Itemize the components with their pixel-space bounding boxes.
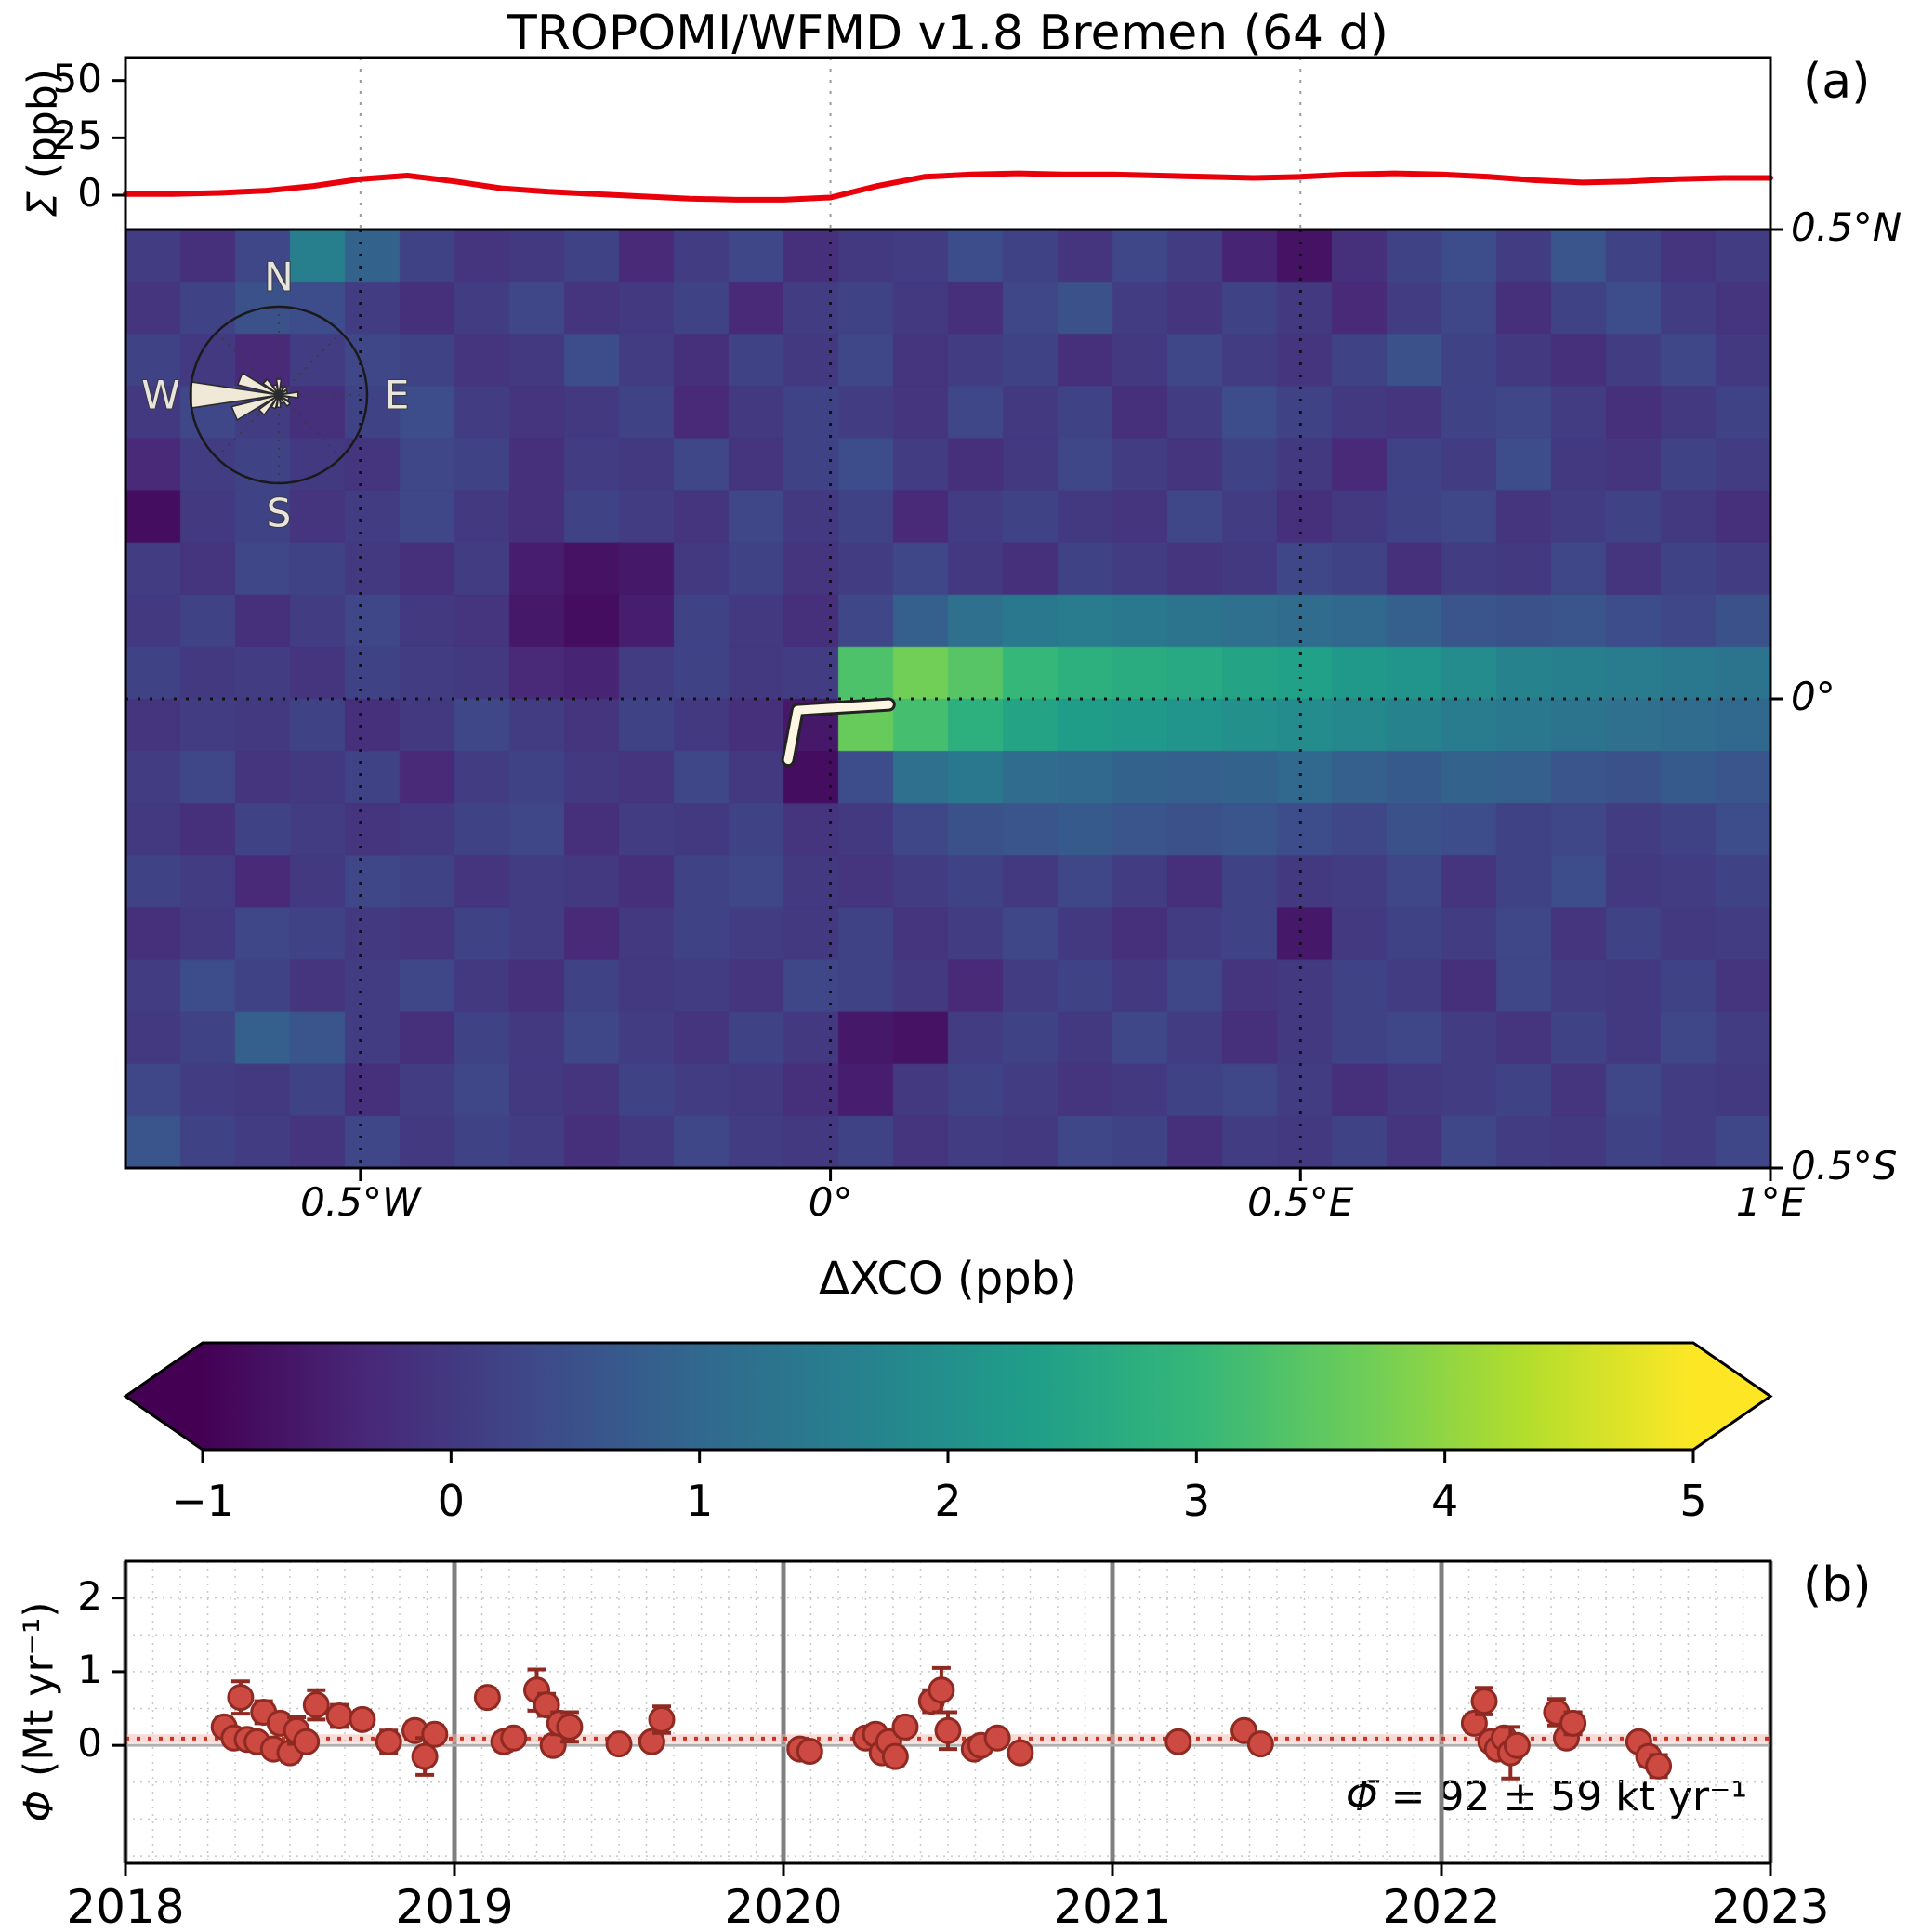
wind-rose-direction-label: N: [264, 255, 293, 300]
flux-data-point: [250, 1699, 278, 1726]
flux-data-point: [293, 1728, 321, 1755]
map-lon-tick-label: 1°E: [1735, 1179, 1806, 1225]
map-lon-tick-label: 0.5°W: [300, 1179, 421, 1225]
colorbar: [123, 1341, 1773, 1463]
wind-rose: N E S W: [140, 254, 410, 537]
flux-data-point: [325, 1702, 353, 1729]
wind-rose-direction-label: E: [385, 373, 410, 418]
panel-b-ytick-label: 2: [77, 1572, 102, 1619]
wind-rose-direction-label: W: [141, 373, 180, 418]
colorbar-tick-label: 4: [1431, 1476, 1459, 1526]
map-lat-tick-label: 0.5°N: [1791, 204, 1902, 250]
panel-b-y-axis-label: Φ (Mt yr⁻¹): [16, 1601, 63, 1821]
sigma-line: [123, 170, 1773, 203]
map-lat-tick-label: 0°: [1791, 674, 1835, 719]
flux-data-point: [1470, 1686, 1498, 1716]
wind-rose-direction-label: S: [267, 491, 292, 536]
flux-data-point: [556, 1710, 584, 1744]
panel-b-xtick-label: 2023: [1711, 1880, 1830, 1932]
colorbar-tick-label: 5: [1679, 1476, 1707, 1526]
figure-title: TROPOMI/WFMD v1.8 Bremen (64 d): [507, 6, 1388, 61]
colorbar-gradient: [123, 1341, 1773, 1452]
wind-rose-petal: [262, 378, 280, 396]
flux-data-point: [983, 1724, 1011, 1752]
annotation-text: = 92 ± 59 kt yr⁻¹: [1377, 1773, 1747, 1820]
flux-data-point: [500, 1724, 528, 1752]
colorbar-tick-label: −1: [171, 1476, 234, 1526]
flux-data-point: [638, 1728, 665, 1755]
wind-rose-petal: [230, 394, 280, 421]
wind-rose-petal: [278, 391, 299, 399]
colorbar-tick-label: 2: [934, 1476, 962, 1526]
flux-data-point: [934, 1710, 962, 1752]
flux-data-point: [375, 1728, 402, 1755]
mean-flux-annotation: Φ̄ = 92 ± 59 kt yr⁻¹: [1346, 1773, 1747, 1820]
map-lon-tick-label: 0°: [808, 1179, 853, 1225]
flux-data-point: [605, 1730, 633, 1758]
panel-a-ytick-label: 50: [52, 55, 102, 101]
wind-rose-petal: [275, 378, 283, 396]
flux-data-point: [421, 1720, 449, 1748]
flux-data-point: [891, 1713, 919, 1741]
map-box: [124, 228, 1772, 1170]
flux-data-point: [1503, 1731, 1531, 1759]
xco-heatmap-overlay: N E S W: [124, 228, 1783, 1181]
phi-bar-symbol: Φ̄: [1346, 1773, 1378, 1820]
panel-a-box: [124, 56, 1772, 231]
flux-data-point: [411, 1736, 439, 1777]
flux-data-point: [1460, 1709, 1488, 1737]
flux-data-point: [1645, 1752, 1673, 1780]
map-lon-tick-label: 0.5°E: [1247, 1179, 1354, 1225]
flux-data-point: [473, 1684, 501, 1712]
wind-rose-petal: [272, 383, 280, 396]
flux-data-point: [1246, 1730, 1274, 1758]
panel-b-xtick-label: 2022: [1382, 1880, 1501, 1932]
panel-b-xtick-label: 2019: [395, 1880, 514, 1932]
phi-symbol: Φ: [15, 1789, 63, 1822]
panel-a-label: (a): [1803, 54, 1871, 110]
flux-data-point: [349, 1705, 376, 1733]
flux-data-point: [1559, 1709, 1587, 1737]
colorbar-tick-label: 1: [686, 1476, 714, 1526]
panel-b-xtick-label: 2018: [66, 1880, 185, 1932]
source-marker: [783, 700, 893, 765]
colorbar-tick-label: 3: [1182, 1476, 1210, 1526]
wind-rose-petal: [257, 394, 280, 416]
flux-data-point: [796, 1738, 823, 1765]
flux-data-point: [227, 1679, 255, 1716]
sigma-line-chart: [112, 56, 1773, 231]
colorbar-tick-label: 0: [437, 1476, 465, 1526]
flux-scatter-chart: [112, 1559, 1773, 1876]
colorbar-label: ΔXCO (ppb): [819, 1253, 1077, 1305]
panel-b-box: [124, 1559, 1772, 1865]
panel-b-label: (b): [1803, 1557, 1872, 1613]
panel-a-ytick-label: 0: [77, 170, 102, 216]
panel-b-ytick-label: 0: [77, 1720, 102, 1767]
panel-b-xtick-label: 2020: [724, 1880, 843, 1932]
flux-data-point: [302, 1688, 330, 1722]
wind-rose-circle: [189, 305, 369, 485]
panel-b-xtick-label: 2021: [1053, 1880, 1172, 1932]
flux-data-point: [1164, 1728, 1192, 1755]
panel-b-ytick-label: 1: [77, 1646, 102, 1692]
panel-a-ytick-label: 25: [52, 112, 102, 159]
flux-data-point: [1007, 1739, 1034, 1767]
map-lat-tick-label: 0.5°S: [1791, 1143, 1898, 1189]
flux-data-point: [648, 1704, 676, 1735]
flux-data-point: [881, 1742, 909, 1770]
wind-rose-petal: [236, 372, 280, 396]
